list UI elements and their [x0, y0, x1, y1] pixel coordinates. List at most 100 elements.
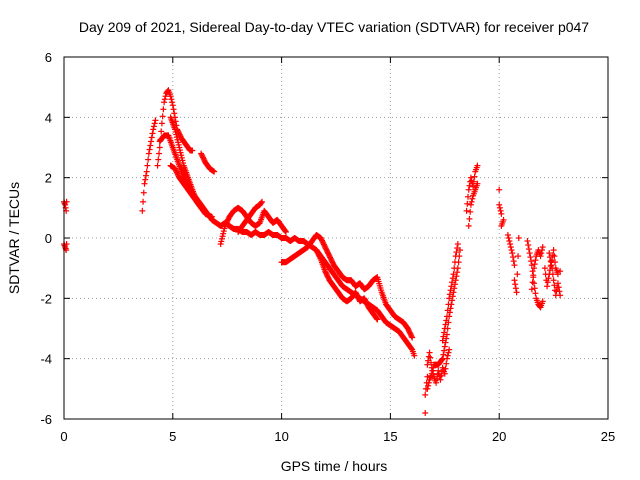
data-point: [504, 231, 511, 238]
data-point: [143, 168, 150, 175]
data-point: [507, 244, 514, 251]
data-point: [424, 373, 431, 380]
data-point: [422, 391, 429, 398]
data-point: [439, 337, 446, 344]
data-point: [441, 325, 448, 332]
data-point: [161, 99, 168, 106]
data-point: [497, 207, 504, 214]
y-tick-label: -2: [40, 291, 52, 306]
data-point: [446, 291, 453, 298]
data-point: [439, 356, 446, 363]
y-tick-label: 4: [45, 110, 52, 125]
data-point: [441, 343, 448, 350]
data-point: [545, 275, 552, 282]
data-point: [211, 168, 218, 175]
data-point: [446, 346, 453, 353]
y-tick-label: 6: [45, 50, 52, 65]
data-point: [435, 367, 442, 374]
data-point: [139, 207, 146, 214]
x-tick-label: 20: [492, 429, 506, 444]
data-point: [441, 370, 448, 377]
data-point: [374, 316, 381, 323]
data-point: [449, 275, 456, 282]
data-point: [445, 301, 452, 308]
data-point: [168, 96, 175, 103]
data-point: [511, 277, 518, 284]
data-point: [507, 241, 514, 248]
data-point: [465, 222, 472, 229]
data-point: [447, 287, 454, 294]
data-point: [557, 292, 564, 299]
data-point: [547, 258, 554, 265]
data-point: [427, 354, 434, 361]
data-point: [469, 195, 476, 202]
data-point: [463, 207, 470, 214]
data-point: [505, 235, 512, 241]
data-point: [426, 349, 433, 356]
data-point: [148, 138, 155, 145]
data-point: [550, 247, 557, 254]
data-point: [464, 200, 471, 207]
data-point: [171, 110, 178, 117]
data-point: [537, 253, 544, 260]
data-point: [422, 409, 429, 416]
data-point: [441, 347, 448, 354]
data-point: [433, 379, 440, 386]
data-point: [149, 130, 156, 137]
data-point: [425, 379, 432, 386]
data-point: [140, 198, 147, 205]
y-tick-label: -4: [40, 352, 52, 367]
data-point: [525, 242, 532, 249]
data-point: [496, 186, 503, 193]
data-point: [145, 150, 152, 157]
data-point: [454, 269, 461, 276]
data-point: [424, 385, 431, 392]
data-point: [554, 271, 561, 278]
y-tick-label: 0: [45, 231, 52, 246]
data-point: [424, 361, 431, 368]
data-point: [515, 253, 522, 260]
data-point: [528, 286, 535, 293]
data-point: [156, 150, 163, 157]
data-point: [442, 321, 449, 328]
data-point: [448, 283, 455, 290]
data-point: [142, 176, 149, 183]
x-tick-label: 5: [169, 429, 176, 444]
data-point: [467, 208, 474, 215]
data-point: [428, 370, 435, 377]
data-point: [446, 295, 453, 302]
data-point: [444, 352, 451, 359]
data-point: [259, 198, 266, 205]
data-point: [409, 334, 416, 341]
data-point: [546, 250, 553, 257]
data-point: [453, 249, 460, 256]
data-point: [538, 250, 545, 257]
data-points: [61, 87, 564, 416]
data-point: [468, 198, 475, 205]
data-point: [529, 268, 536, 275]
data-point: [554, 280, 561, 287]
data-point: [465, 186, 472, 193]
data-point: [189, 147, 196, 154]
data-point: [158, 128, 165, 135]
y-axis-label: SDTVAR / TECUs: [6, 182, 22, 294]
data-point: [552, 259, 559, 266]
data-point: [470, 178, 477, 185]
data-point: [529, 279, 536, 286]
data-point: [526, 250, 533, 257]
data-point: [161, 96, 168, 103]
y-tick-label: 2: [45, 171, 52, 186]
chart-title: Day 209 of 2021, Sidereal Day-to-day VTE…: [79, 19, 589, 35]
data-point: [160, 106, 167, 113]
data-point: [509, 254, 516, 261]
data-point: [429, 367, 436, 374]
data-point: [152, 117, 159, 124]
data-point: [514, 271, 521, 278]
data-point: [197, 203, 204, 210]
y-tick-label: -6: [40, 412, 52, 427]
data-point: [512, 281, 519, 288]
data-point: [550, 277, 557, 284]
data-point: [169, 99, 176, 106]
data-point: [146, 146, 153, 153]
data-point: [531, 261, 538, 268]
